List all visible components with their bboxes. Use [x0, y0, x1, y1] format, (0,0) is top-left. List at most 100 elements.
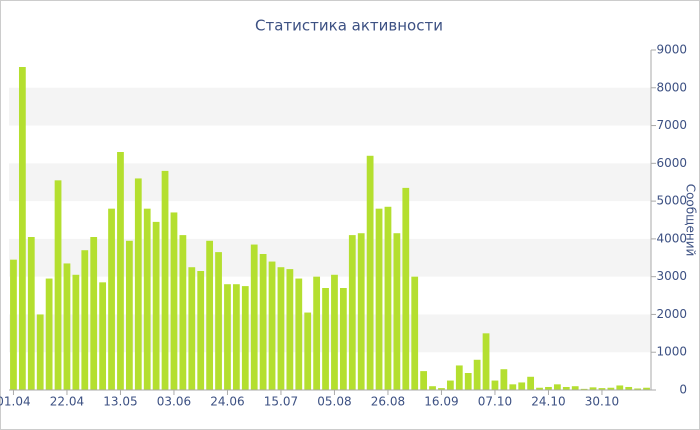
bar: [188, 267, 196, 390]
bar: [277, 267, 285, 390]
bar: [509, 384, 517, 390]
bar: [232, 284, 240, 390]
bar: [90, 237, 98, 390]
y-tick-label: 2000: [656, 307, 687, 321]
bar: [286, 269, 294, 390]
grid-band: [9, 314, 651, 353]
x-tick-label: 16.09: [424, 395, 458, 409]
bar: [473, 359, 481, 390]
x-tick-label: 13.05: [103, 395, 137, 409]
bar: [446, 380, 454, 390]
bar: [18, 67, 26, 390]
x-tick-label: 24.10: [531, 395, 565, 409]
y-axis-label: Сообщений: [684, 184, 698, 257]
y-tick-label: 9000: [656, 43, 687, 57]
bar: [45, 278, 53, 390]
grid-band: [9, 87, 651, 126]
x-tick-label: 15.07: [264, 395, 298, 409]
bar: [215, 252, 222, 390]
y-tick-label: 5000: [656, 194, 687, 208]
bar: [625, 386, 633, 390]
bar: [500, 369, 508, 390]
bar: [616, 385, 624, 390]
x-tick-label: 22.04: [50, 395, 84, 409]
bar: [491, 380, 499, 390]
bar: [562, 386, 570, 390]
bar: [259, 254, 267, 390]
y-tick-label: 0: [679, 383, 687, 397]
bar: [643, 387, 650, 390]
bar: [518, 382, 526, 390]
x-tick-label: 05.08: [317, 395, 351, 409]
bar: [464, 373, 472, 390]
bar: [607, 387, 615, 390]
bar: [134, 178, 142, 390]
bar: [10, 259, 17, 390]
bar: [366, 155, 374, 390]
bar: [322, 288, 329, 390]
bar: [36, 314, 44, 390]
bar: [634, 388, 642, 390]
bar: [63, 263, 71, 390]
bar: [589, 387, 597, 390]
bar: [411, 276, 419, 390]
bar: [571, 386, 579, 390]
y-tick-label: 1000: [656, 345, 687, 359]
bar: [143, 208, 151, 390]
bar: [393, 233, 401, 390]
bar: [268, 261, 276, 390]
bar: [536, 387, 543, 390]
x-tick-label: 01.04: [0, 395, 31, 409]
bar: [152, 221, 160, 390]
bar: [304, 312, 312, 390]
bar: [455, 365, 463, 390]
x-tick-label: 07.10: [478, 395, 512, 409]
bar: [125, 240, 133, 390]
chart-title: Статистика активности: [255, 17, 443, 35]
bar: [438, 388, 445, 390]
bar: [295, 278, 303, 390]
y-tick-label: 3000: [656, 269, 687, 283]
bar: [580, 388, 588, 390]
bar: [161, 170, 169, 390]
bar: [72, 274, 80, 390]
bar: [108, 208, 115, 390]
bar: [54, 180, 62, 390]
bar: [357, 233, 365, 390]
y-tick-label: 4000: [656, 231, 687, 245]
x-tick-label: 03.06: [157, 395, 191, 409]
bar: [197, 271, 205, 390]
bar: [553, 384, 561, 390]
bar: [545, 386, 552, 390]
bar: [527, 376, 535, 390]
bar: [482, 333, 490, 390]
bar: [384, 206, 392, 390]
bar: [331, 274, 338, 390]
x-tick-label: 30.10: [585, 395, 619, 409]
y-tick-label: 7000: [656, 118, 687, 132]
bar: [313, 276, 321, 390]
bar: [99, 282, 107, 390]
y-tick-label: 8000: [656, 80, 687, 94]
bar: [117, 152, 124, 390]
bar: [598, 388, 606, 390]
grid-band: [9, 163, 651, 202]
bar: [250, 244, 258, 390]
bar: [241, 286, 249, 390]
bar: [170, 212, 178, 390]
bar: [224, 284, 231, 390]
bar: [81, 250, 89, 390]
bar: [206, 240, 214, 390]
bar: [179, 235, 187, 390]
x-tick-label: 24.06: [210, 395, 244, 409]
x-tick-label: 26.08: [371, 395, 405, 409]
bar: [27, 237, 35, 390]
bar: [348, 235, 356, 390]
y-tick-label: 6000: [656, 156, 687, 170]
bar: [339, 288, 347, 390]
bar: [375, 208, 383, 390]
bar: [402, 187, 410, 390]
bar: [429, 386, 436, 390]
bar: [420, 371, 428, 390]
